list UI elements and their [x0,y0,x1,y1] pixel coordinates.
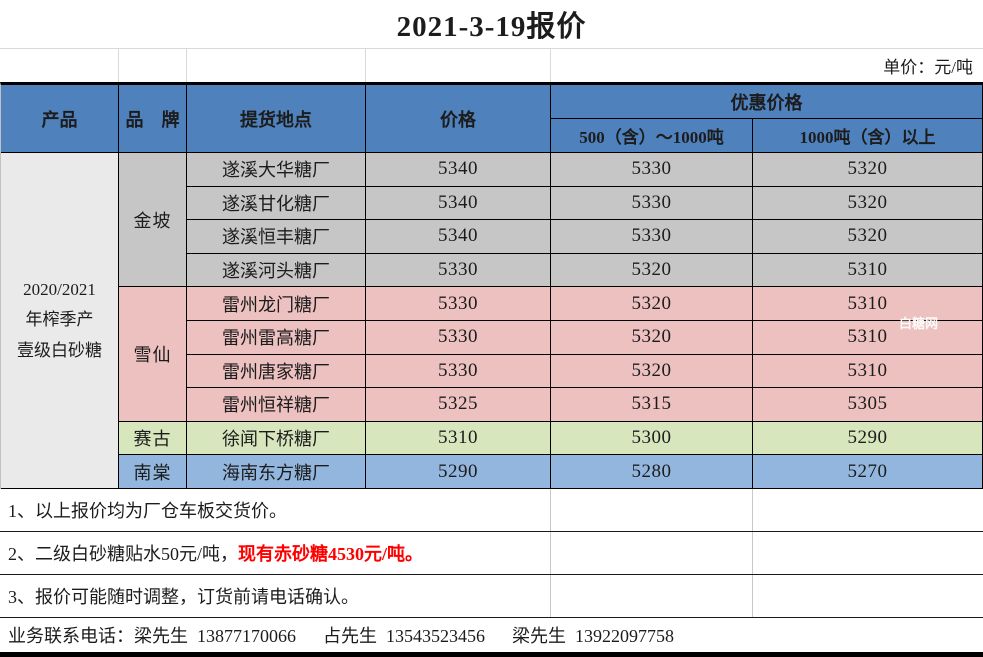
note-highlight-text: 现有赤砂糖4530元/吨。 [238,543,424,564]
unit-label: 单价：元/吨 [883,58,973,77]
note-row-1: 1、以上报价均为厂仓车板交货价。 [0,488,983,532]
gridline [550,574,551,617]
cell-tier2: 5270 [753,455,983,489]
cell-tier1: 5330 [551,186,753,221]
gridline [186,49,187,82]
cell-tier2: 5310 [753,253,983,288]
cell-tier1: 5315 [551,388,753,422]
cell-price: 5340 [366,186,551,221]
cell-location: 雷州唐家糖厂 [187,354,366,389]
note-text: 3、报价可能随时调整，订货前请电话确认。 [8,586,359,607]
gridline [752,531,753,574]
cell-tier1: 5280 [551,455,753,489]
product-cell: 2020/2021 年榨季产 壹级白砂糖 [1,153,119,489]
page-title: 2021-3-19报价 [396,11,587,43]
cell-price: 5330 [366,287,551,321]
brand-cell-xuexian: 雪仙 [119,287,187,422]
gridline [752,574,753,617]
cell-tier1: 5330 [551,220,753,254]
cell-tier1: 5320 [551,354,753,389]
brand-cell-saigu: 赛古 [119,421,187,456]
header-discount: 优惠价格 [551,85,983,119]
header-tier2: 1000吨（含）以上 [753,119,983,153]
cell-location: 海南东方糖厂 [187,455,366,489]
cell-tier1: 5330 [551,153,753,187]
cell-price: 5330 [366,320,551,355]
cell-tier1: 5300 [551,421,753,456]
cell-location: 遂溪大华糖厂 [187,153,366,187]
cell-location: 雷州龙门糖厂 [187,287,366,321]
cell-tier2: 5320 [753,153,983,187]
cell-price: 5330 [366,253,551,288]
cell-price: 5325 [366,388,551,422]
unit-row: 单价：元/吨 [0,49,983,82]
gridline [365,49,366,82]
cell-tier2: 5310 [753,354,983,389]
price-table: 产品 品 牌 提货地点 价格 优惠价格 500（含）～1000吨 1000吨（含… [0,82,983,489]
cell-price: 5330 [366,354,551,389]
note-text: 1、以上报价均为厂仓车板交货价。 [8,500,287,521]
header-location: 提货地点 [187,85,366,153]
cell-tier2: 5320 [753,220,983,254]
cell-tier2: 5310 [753,320,983,355]
cell-price: 5310 [366,421,551,456]
gridline [118,49,119,82]
cell-location: 遂溪恒丰糖厂 [187,220,366,254]
gridline [550,49,551,82]
cell-tier2: 5320 [753,186,983,221]
cell-price: 5340 [366,153,551,187]
cell-tier2: 5290 [753,421,983,456]
contact-text: 业务联系电话：梁先生 13877170066 占先生 13543523456 梁… [8,625,674,646]
cell-price: 5340 [366,220,551,254]
cell-tier1: 5320 [551,287,753,321]
cell-location: 雷州恒祥糖厂 [187,388,366,422]
title-row: 2021-3-19报价 [0,0,983,49]
contact-row: 业务联系电话：梁先生 13877170066 占先生 13543523456 梁… [0,618,983,657]
header-product: 产品 [1,85,119,153]
cell-location: 雷州雷高糖厂 [187,320,366,355]
cell-location: 遂溪河头糖厂 [187,253,366,288]
cell-tier1: 5320 [551,253,753,288]
note-row-3: 3、报价可能随时调整，订货前请电话确认。 [0,574,983,618]
gridline [550,531,551,574]
note-row-2: 2、二级白砂糖贴水50元/吨， 现有赤砂糖4530元/吨。 [0,531,983,575]
header-tier1: 500（含）～1000吨 [551,119,753,153]
cell-tier1: 5320 [551,320,753,355]
header-brand: 品 牌 [119,85,187,153]
header-price: 价格 [366,85,551,153]
cell-price: 5290 [366,455,551,489]
gridline [752,488,753,531]
brand-cell-jinpo: 金坡 [119,153,187,288]
brand-cell-nantang: 南棠 [119,455,187,489]
cell-tier2: 5305 [753,388,983,422]
watermark: 白糖网 [899,316,939,331]
cell-tier2: 5310 [753,287,983,321]
gridline [550,488,551,531]
cell-location: 遂溪甘化糖厂 [187,186,366,221]
cell-location: 徐闻下桥糖厂 [187,421,366,456]
note-text: 2、二级白砂糖贴水50元/吨， [8,543,238,564]
